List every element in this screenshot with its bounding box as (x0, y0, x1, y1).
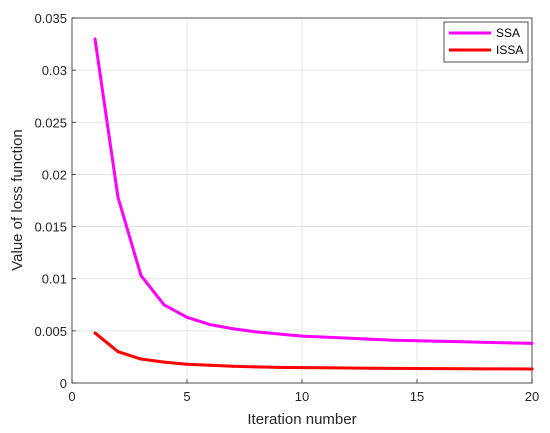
data-point-ssa (346, 336, 350, 340)
y-tick-label: 0.015 (34, 220, 67, 235)
y-tick-label: 0 (60, 376, 67, 391)
data-point-ssa (162, 303, 166, 307)
legend-label-issa: ISSA (496, 43, 523, 57)
data-point-issa (530, 367, 534, 371)
data-point-ssa (369, 337, 373, 341)
x-tick-label: 20 (525, 389, 539, 404)
y-tick-label: 0.01 (42, 272, 67, 287)
data-point-ssa (507, 341, 511, 345)
data-point-issa (392, 366, 396, 370)
y-tick-label: 0.035 (34, 11, 67, 26)
data-point-issa (139, 357, 143, 361)
series-line-ssa (93, 38, 533, 345)
data-point-issa (369, 366, 373, 370)
y-axis-title: Value of loss function (9, 129, 26, 270)
x-tick-label: 10 (295, 389, 309, 404)
data-point-ssa (231, 327, 235, 331)
data-point-issa (277, 365, 281, 369)
data-point-issa (116, 350, 120, 354)
data-point-ssa (139, 274, 143, 278)
data-point-issa (507, 367, 511, 371)
data-point-ssa (415, 339, 419, 343)
data-point-ssa (300, 334, 304, 338)
data-point-ssa (438, 339, 442, 343)
series-line-issa (94, 331, 533, 371)
data-point-issa (438, 367, 442, 371)
data-point-issa (461, 367, 465, 371)
data-point-ssa (116, 195, 120, 199)
data-point-ssa (530, 341, 534, 345)
data-point-ssa (254, 330, 258, 334)
grid (71, 17, 533, 384)
data-point-issa (93, 331, 97, 335)
data-point-issa (254, 365, 258, 369)
data-point-issa (346, 366, 350, 370)
data-point-issa (162, 360, 166, 364)
x-tick-label: 15 (410, 389, 424, 404)
series (93, 37, 534, 371)
data-point-issa (300, 366, 304, 370)
legend-label-ssa: SSA (496, 26, 520, 40)
data-point-ssa (93, 37, 97, 41)
data-point-ssa (185, 315, 189, 319)
data-point-issa (208, 363, 212, 367)
ticks: 0 5 10 15 20 0 0.005 0.01 0.015 0.02 0.025 0.03 0.03… (34, 11, 539, 404)
data-point-ssa (392, 338, 396, 342)
y-tick-label: 0.025 (34, 115, 67, 130)
data-point-issa (415, 367, 419, 371)
data-point-ssa (323, 335, 327, 339)
x-tick-label: 5 (183, 389, 190, 404)
legend-box (443, 21, 529, 63)
data-point-ssa (461, 340, 465, 344)
x-axis-title: Iteration number (247, 411, 356, 428)
y-tick-label: 0.03 (42, 63, 67, 78)
data-point-issa (484, 367, 488, 371)
y-tick-label: 0.02 (42, 167, 67, 182)
y-tick-label: 0.005 (34, 324, 67, 339)
x-tick-label: 0 (68, 389, 75, 404)
data-point-ssa (484, 340, 488, 344)
data-point-issa (185, 362, 189, 366)
data-point-ssa (208, 323, 212, 327)
legend: SSA ISSA (443, 21, 529, 63)
data-point-issa (231, 364, 235, 368)
data-point-ssa (277, 332, 281, 336)
data-point-issa (323, 366, 327, 370)
